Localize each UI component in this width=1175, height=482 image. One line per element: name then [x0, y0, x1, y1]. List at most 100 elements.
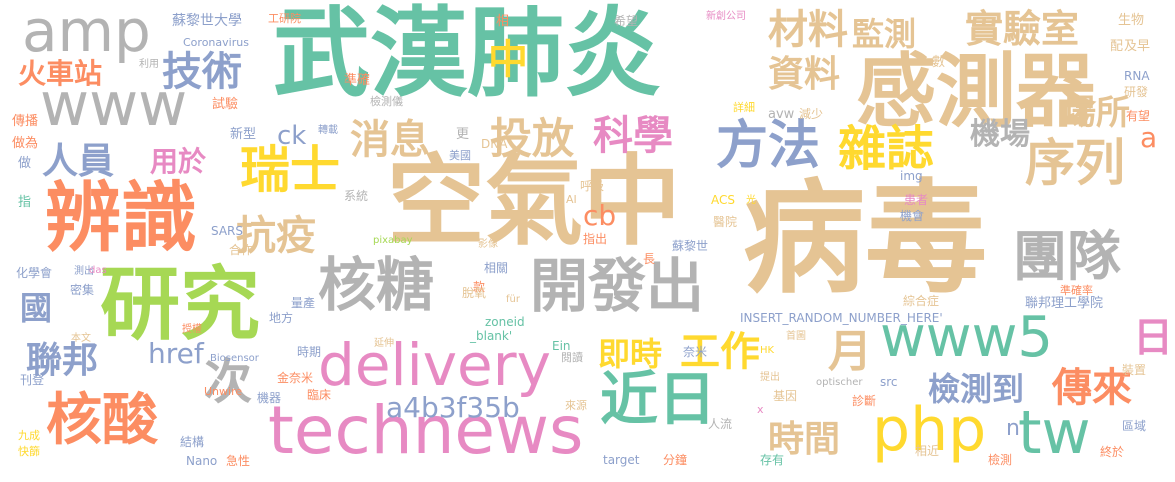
word: href: [148, 337, 204, 370]
word: 光: [746, 195, 756, 206]
word: ck: [277, 121, 307, 151]
word: 雜誌: [838, 121, 935, 177]
word: a4b3f35b: [386, 391, 520, 424]
word: 化學會: [16, 266, 53, 280]
word: pixabay: [373, 235, 413, 246]
word: 用於: [150, 145, 207, 178]
word: 工作: [680, 329, 760, 375]
word: 新型: [230, 127, 257, 142]
word: für: [506, 294, 520, 305]
word: img: [900, 169, 923, 183]
word: _blank': [470, 329, 513, 343]
word: 機會: [900, 209, 925, 223]
word: Coronavirus: [183, 36, 249, 49]
word: 技術: [162, 49, 242, 95]
word: 本文: [71, 333, 91, 344]
word: tw: [1018, 398, 1091, 468]
word: 核酸: [46, 388, 158, 453]
word: 患者: [904, 193, 929, 207]
word: 綜合症: [903, 294, 940, 308]
word: 及早: [1124, 39, 1151, 54]
word: 分鐘: [663, 453, 688, 467]
word: 長: [643, 252, 656, 266]
word: 做: [18, 156, 32, 171]
word: 金奈米: [277, 371, 314, 385]
word: src: [880, 375, 898, 389]
word: 影像: [478, 239, 498, 250]
word: INSERT_RANDOM_NUMBER_HERE': [740, 311, 943, 325]
word: 結構: [180, 435, 205, 449]
word: 武漢肺炎: [273, 0, 661, 110]
word: 檢測: [988, 453, 1013, 467]
word: cb: [583, 199, 617, 232]
word: 刊登: [20, 373, 45, 387]
word: AI: [566, 193, 577, 206]
word: 人流: [708, 417, 733, 431]
word: 轉載: [318, 125, 338, 136]
word: Nano: [186, 454, 218, 468]
word: 科學: [593, 113, 673, 159]
word: SARS: [211, 224, 244, 238]
word: Ein: [552, 339, 571, 353]
word: 生物: [1118, 13, 1145, 28]
word: 美國: [449, 149, 471, 162]
word: 指出: [583, 232, 608, 246]
word: 做為: [12, 136, 39, 151]
word: 區域: [1122, 419, 1147, 433]
word: 急性: [226, 454, 251, 468]
word: 日: [1133, 315, 1173, 361]
word: x: [757, 403, 764, 416]
word: 授權: [182, 324, 202, 335]
word: 聯邦: [26, 340, 99, 381]
word: Biosensor: [210, 353, 259, 364]
word: Unwire: [204, 385, 243, 398]
word: 首圖: [786, 331, 806, 342]
word: 數: [932, 55, 946, 70]
word: 測出: [74, 266, 94, 277]
word: 快篩: [18, 445, 40, 458]
word: 感測器: [856, 45, 1096, 138]
word: optischer: [816, 377, 863, 388]
word: 抗疫: [236, 213, 316, 259]
word: 相近: [915, 444, 940, 458]
word: delivery: [318, 331, 551, 399]
word: 呼吸: [580, 179, 605, 193]
word: 相: [496, 14, 510, 29]
word: 蘇黎世大學: [172, 13, 242, 29]
word: 相關: [484, 261, 509, 275]
word: 瑞士: [240, 141, 340, 199]
word: 臨床: [307, 388, 332, 402]
word: 希望: [614, 14, 639, 28]
word: 材料: [768, 7, 848, 53]
word: 醫院: [713, 215, 738, 229]
word: 開發出: [530, 252, 705, 320]
word: 提出: [760, 372, 780, 383]
word: 利用: [139, 59, 159, 70]
word: DNA: [481, 137, 508, 151]
word: php: [872, 395, 987, 465]
word: 工研院: [268, 12, 301, 25]
word: 國: [20, 289, 53, 327]
word: 詳細: [733, 101, 755, 114]
word: 方法: [716, 116, 821, 176]
word: 基因: [773, 389, 798, 403]
word: 中: [488, 37, 528, 83]
word: 研究: [100, 258, 260, 351]
word: 監測: [852, 15, 917, 53]
word: 終於: [1100, 445, 1125, 459]
word: 聯邦理工學院: [1025, 296, 1104, 311]
word: 密集: [70, 283, 95, 297]
word: 機場: [970, 117, 1030, 152]
word: 檢測到: [928, 370, 1025, 408]
word: 存有: [760, 453, 785, 467]
word: 辨識: [45, 173, 197, 262]
word: 裝置: [1122, 363, 1147, 377]
word: 火車站: [18, 57, 103, 90]
word: 有望: [1126, 109, 1151, 123]
word: 地方: [269, 311, 294, 325]
word: 病毒: [743, 168, 987, 310]
word: 消息: [350, 117, 430, 163]
word: 人員: [42, 141, 115, 182]
word: 場所: [1062, 93, 1130, 133]
word: 新創公司: [706, 11, 746, 22]
